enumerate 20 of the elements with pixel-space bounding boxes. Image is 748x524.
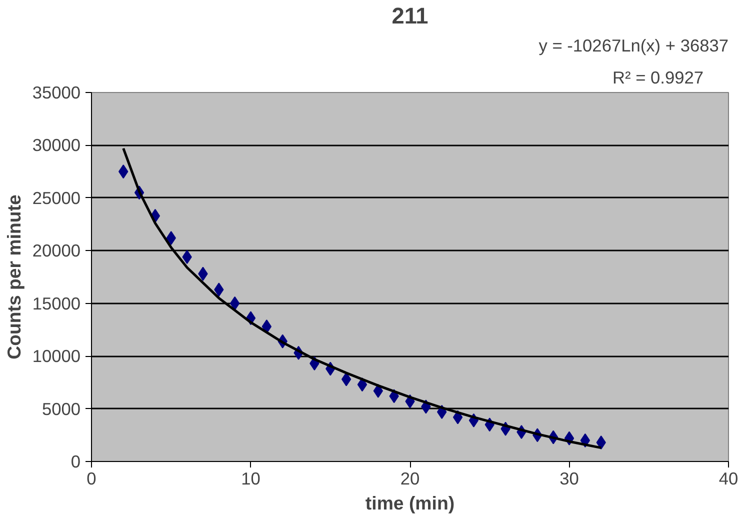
- text: R² = 0.9927: [612, 68, 704, 88]
- y-tick-label: 0: [70, 452, 81, 472]
- x-tick-label: 0: [86, 468, 96, 488]
- text: y = -10267Ln(x) + 36837: [538, 36, 728, 56]
- y-tick-label: 5000: [42, 398, 81, 419]
- x-tick-label: 30: [560, 468, 579, 488]
- y-tick-label: 30000: [32, 135, 80, 156]
- y-axis-title: Counts per minute: [3, 194, 24, 360]
- y-tick-label: 15000: [32, 293, 80, 314]
- x-tick-label: 40: [718, 468, 738, 488]
- y-tick-label: 25000: [32, 188, 80, 208]
- x-axis-title: time (min): [365, 492, 455, 514]
- y-tick-label: 10000: [32, 346, 80, 366]
- y-tick-label: 20000: [32, 240, 80, 261]
- point: [230, 296, 240, 310]
- x-tick-label: 20: [400, 468, 420, 488]
- x-tick-label: 10: [241, 468, 260, 488]
- point: [341, 372, 352, 386]
- chart-title: 211: [392, 2, 428, 28]
- y-tick-label: 35000: [32, 82, 80, 102]
